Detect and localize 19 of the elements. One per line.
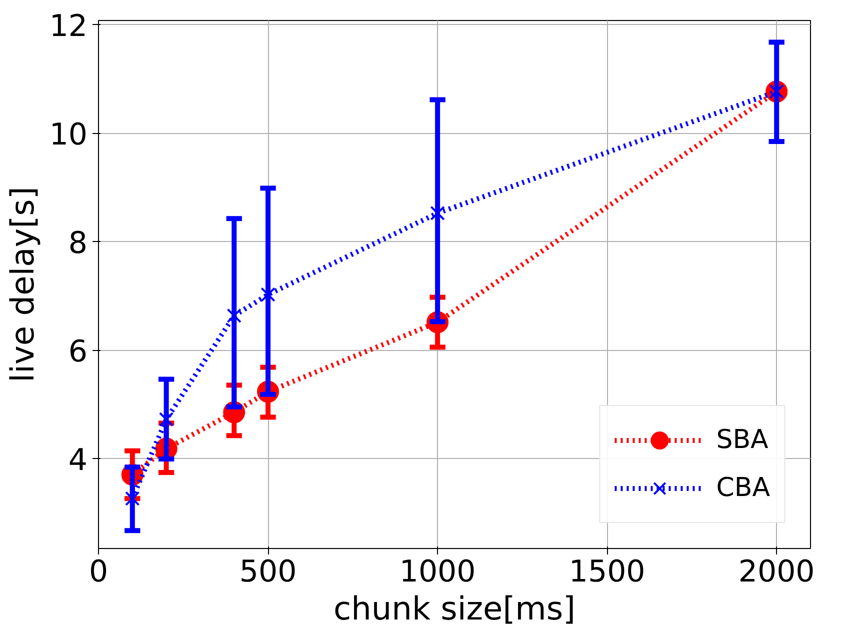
point bbox=[125, 491, 140, 506]
point bbox=[260, 287, 276, 302]
x-tick-label: 0 bbox=[88, 554, 108, 590]
x-tick-label: 1000 bbox=[399, 554, 476, 590]
y-tick-label: 10 bbox=[49, 117, 88, 152]
y-tick-label: 4 bbox=[68, 442, 88, 478]
x-axis-title: chunk size[ms] bbox=[334, 590, 576, 628]
point bbox=[226, 308, 242, 324]
point bbox=[158, 412, 174, 427]
x-tick-label: 2000 bbox=[738, 554, 815, 590]
x-tick-label: 1500 bbox=[568, 554, 646, 590]
y-tick-label: 8 bbox=[68, 226, 88, 261]
point bbox=[430, 206, 445, 221]
y-tick-label: 12 bbox=[49, 8, 88, 44]
legend-label: SBA bbox=[716, 425, 768, 455]
x-tick-label: 500 bbox=[239, 554, 297, 590]
y-axis-title: live delay[s] bbox=[3, 186, 42, 382]
y-tick-label: 6 bbox=[68, 334, 88, 370]
legend-label: CBA bbox=[716, 473, 770, 503]
